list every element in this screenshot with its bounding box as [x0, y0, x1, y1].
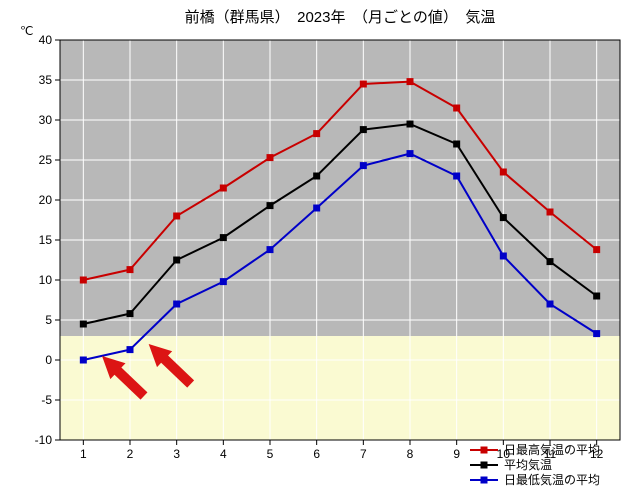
chart-title: 前橋（群馬県） 2023年 （月ごとの値） 気温: [185, 9, 496, 26]
series-marker-mean: [220, 234, 227, 241]
series-marker-high: [593, 246, 600, 253]
series-marker-low: [313, 205, 320, 212]
x-tick-label: 5: [267, 447, 274, 461]
series-marker-low: [593, 330, 600, 337]
y-tick-label: -5: [41, 393, 52, 407]
y-tick-label: 0: [45, 353, 52, 367]
series-marker-high: [313, 130, 320, 137]
series-marker-mean: [547, 258, 554, 265]
series-marker-mean: [500, 214, 507, 221]
temperature-chart: -10-50510152025303540℃123456789101112前橋（…: [0, 0, 640, 500]
x-tick-label: 7: [360, 447, 367, 461]
series-marker-mean: [453, 141, 460, 148]
series-marker-high: [220, 185, 227, 192]
series-marker-high: [360, 81, 367, 88]
series-marker-high: [267, 154, 274, 161]
y-tick-label: 30: [39, 113, 53, 127]
series-marker-high: [173, 213, 180, 220]
y-tick-label: 15: [39, 233, 53, 247]
plot-background-lower: [60, 336, 620, 440]
series-marker-low: [407, 150, 414, 157]
series-marker-high: [453, 105, 460, 112]
x-tick-label: 1: [80, 447, 87, 461]
series-marker-low: [453, 173, 460, 180]
series-marker-mean: [80, 321, 87, 328]
y-axis-unit: ℃: [20, 24, 33, 38]
series-marker-low: [220, 278, 227, 285]
series-marker-low: [360, 162, 367, 169]
series-marker-low: [127, 346, 134, 353]
series-marker-low: [267, 246, 274, 253]
x-tick-label: 3: [173, 447, 180, 461]
series-marker-mean: [313, 173, 320, 180]
x-tick-label: 9: [453, 447, 460, 461]
series-marker-high: [547, 209, 554, 216]
y-tick-label: 10: [39, 273, 53, 287]
legend-label: 日最高気温の平均: [504, 442, 600, 457]
y-tick-label: 35: [39, 73, 53, 87]
series-marker-mean: [407, 121, 414, 128]
y-tick-label: -10: [35, 433, 53, 447]
series-marker-high: [407, 78, 414, 85]
x-tick-label: 4: [220, 447, 227, 461]
series-marker-low: [80, 357, 87, 364]
y-tick-label: 20: [39, 193, 53, 207]
series-marker-mean: [267, 202, 274, 209]
y-tick-label: 5: [45, 313, 52, 327]
legend-label: 平均気温: [504, 457, 552, 472]
series-marker-mean: [173, 257, 180, 264]
series-marker-high: [500, 169, 507, 176]
series-marker-high: [127, 266, 134, 273]
x-tick-label: 8: [407, 447, 414, 461]
y-tick-label: 40: [39, 33, 53, 47]
legend-swatch-marker: [481, 447, 488, 454]
x-tick-label: 2: [127, 447, 134, 461]
series-marker-low: [173, 301, 180, 308]
legend-label: 日最低気温の平均: [504, 472, 600, 487]
series-marker-mean: [127, 310, 134, 317]
y-tick-label: 25: [39, 153, 53, 167]
series-marker-mean: [360, 126, 367, 133]
legend-swatch-marker: [481, 477, 488, 484]
legend-swatch-marker: [481, 462, 488, 469]
series-marker-low: [500, 253, 507, 260]
series-marker-mean: [593, 293, 600, 300]
x-tick-label: 6: [313, 447, 320, 461]
series-marker-low: [547, 301, 554, 308]
series-marker-high: [80, 277, 87, 284]
